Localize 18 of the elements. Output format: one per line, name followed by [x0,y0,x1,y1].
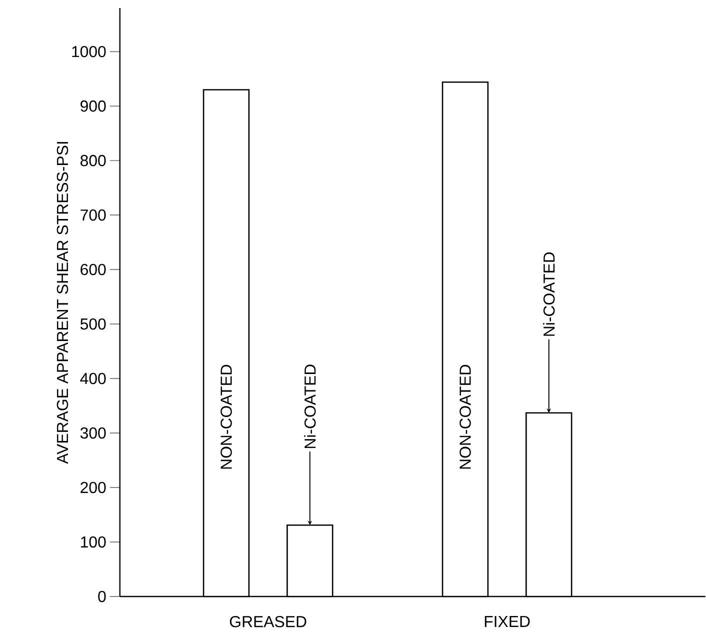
text: Ni-COATED [543,252,555,336]
y-tick-label: 100 [81,536,106,548]
text: Ni-COATED [304,364,316,448]
y-axis-title: AVERAGE APPARENT SHEAR STRESS-PSI [56,142,68,464]
x-tick-label: GREASED [230,616,306,628]
y-tick-label: 700 [80,209,106,220]
y-tick-label: 0 [98,590,106,602]
text: NON-COATED [460,364,471,468]
y-tick-label: 600 [80,264,106,275]
y-tick-label: 500 [80,318,106,330]
y-tick-label: 1000 [72,46,106,57]
y-tick-label: 400 [80,372,106,384]
y-tick-label: 300 [80,427,106,438]
y-tick-label: 200 [80,482,106,493]
y-tick-label: 800 [80,154,106,166]
x-tick-label: FIXED [484,616,530,627]
series-label: NON-COATED [220,364,232,468]
y-tick-label: 900 [80,100,106,112]
